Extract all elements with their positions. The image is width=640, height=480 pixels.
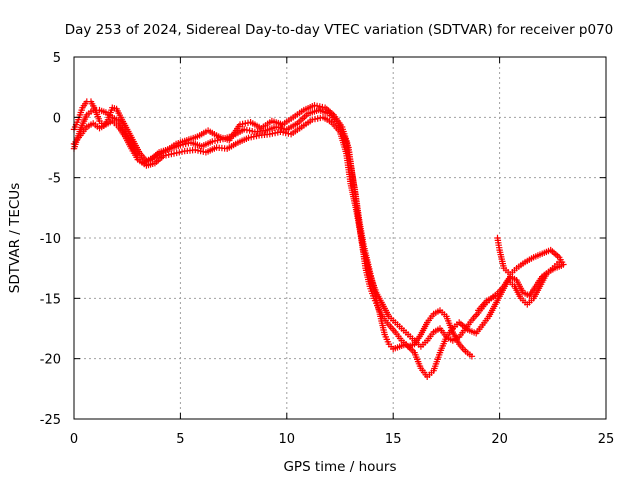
y-tick-label: -15: [40, 292, 61, 307]
x-tick-label: 0: [70, 432, 78, 447]
x-axis-label: GPS time / hours: [283, 459, 396, 475]
y-tick-label: 5: [53, 51, 61, 66]
y-axis-label: SDTVAR / TECUs: [7, 183, 23, 293]
x-tick-label: 5: [176, 432, 184, 447]
y-tick-label: -25: [40, 413, 61, 428]
y-tick-label: 0: [53, 111, 61, 126]
data-point: [468, 353, 476, 360]
y-tick-label: -20: [40, 353, 61, 368]
x-tick-label: 25: [598, 432, 615, 447]
x-tick-label: 15: [385, 432, 402, 447]
x-tick-label: 20: [491, 432, 508, 447]
y-tick-label: -10: [40, 232, 61, 247]
grid: [74, 57, 606, 419]
data-point: [558, 262, 565, 269]
data-points: [70, 98, 567, 380]
chart-title: Day 253 of 2024, Sidereal Day-to-day VTE…: [65, 22, 614, 38]
axis-ticks: 0 5 10 15 20 25 5 0 -5 -10 -15 -20 -25: [40, 51, 615, 447]
y-tick-label: -5: [48, 172, 61, 187]
x-tick-label: 10: [279, 432, 296, 447]
